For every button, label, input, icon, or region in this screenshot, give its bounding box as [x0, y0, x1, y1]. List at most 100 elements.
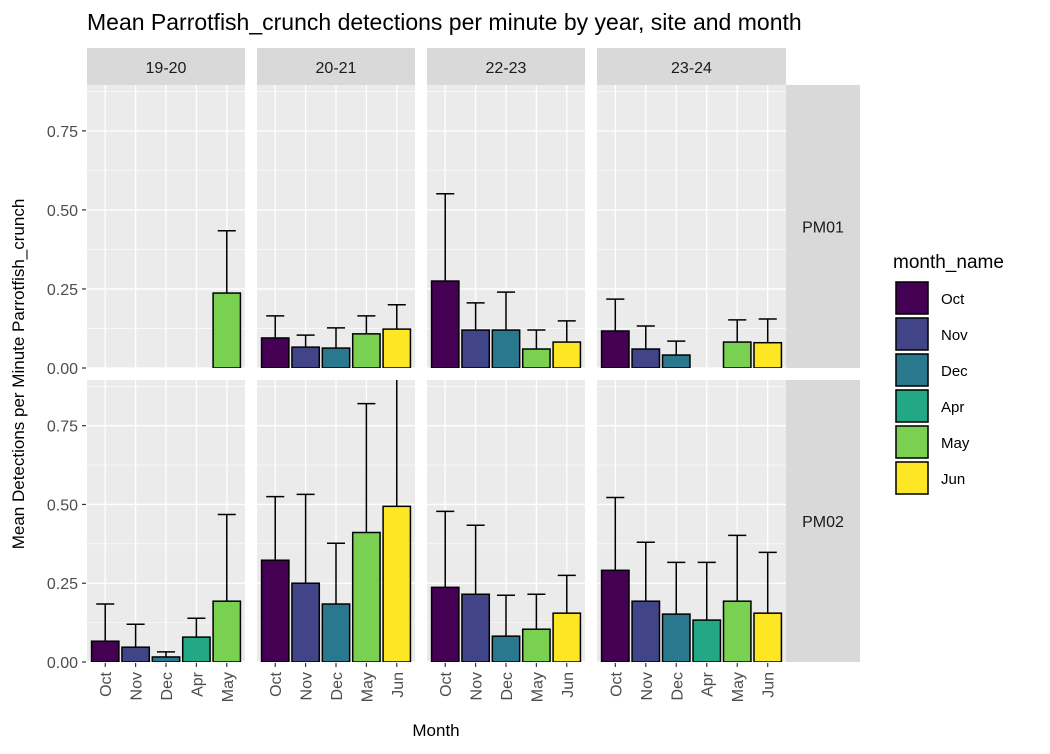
panel-PM01-23-24 [597, 85, 786, 369]
x-tick-label: May [529, 672, 546, 702]
bars [90, 513, 242, 662]
bar-Dec [491, 635, 521, 662]
panel-PM02-22-23 [427, 380, 585, 663]
y-tick-label: 0.50 [47, 497, 78, 514]
bar-Nov [291, 346, 321, 368]
legend-label: May [941, 435, 970, 452]
bars [600, 496, 783, 662]
legend-label: Dec [941, 363, 968, 380]
bar-Nov [291, 582, 321, 662]
x-tick-label: Dec [669, 672, 686, 700]
bar-Jun [552, 341, 582, 368]
bars [600, 298, 783, 368]
bar-Nov [631, 600, 661, 662]
bar-Dec [321, 347, 351, 368]
bars [430, 193, 582, 368]
bar-May [722, 600, 752, 662]
x-tick-label: Oct [608, 671, 625, 696]
panel-PM02-19-20 [87, 380, 245, 663]
bar-May [212, 292, 242, 368]
x-tick-label: Dec [329, 672, 346, 700]
legend-label: Oct [941, 291, 965, 308]
x-tick-label: Oct [98, 671, 115, 696]
y-tick-label: 0.75 [47, 419, 78, 436]
facet-strip-PM02 [786, 380, 860, 662]
legend-title: month_name [893, 252, 1004, 273]
facet-strip-22-23 [427, 48, 585, 85]
y-tick-label: 0.75 [47, 124, 78, 141]
bar-Oct [260, 559, 290, 662]
legend-key-Nov [895, 317, 929, 351]
bar-Oct [600, 330, 630, 368]
panel-PM02-23-24 [597, 380, 786, 663]
y-tick-label: 0.25 [47, 282, 78, 299]
facet-strip-label: PM01 [802, 220, 844, 237]
x-tick-label: Jun [560, 672, 577, 698]
legend-key-Dec [895, 353, 929, 387]
bar-Apr [692, 619, 722, 662]
bar-Nov [631, 348, 661, 368]
bar-Dec [661, 354, 691, 368]
y-tick-label: 0.00 [47, 655, 78, 672]
bar-Dec [661, 613, 691, 662]
legend-key-May [895, 425, 929, 459]
bar-Oct [600, 569, 630, 662]
y-tick-label: 0.25 [47, 576, 78, 593]
y-tick-label: 0.50 [47, 203, 78, 220]
bar-Dec [151, 656, 181, 662]
legend-key-Jun [895, 461, 929, 495]
bars [212, 230, 242, 368]
facet-strip-23-24 [597, 48, 786, 85]
bar-Nov [461, 593, 491, 662]
x-tick-label: Nov [639, 672, 656, 700]
panel-PM02-20-21 [257, 380, 415, 663]
legend-key-Apr [895, 389, 929, 423]
bar-May [212, 600, 242, 662]
facet-strip-label: 23-24 [671, 60, 712, 77]
x-tick-label: Oct [438, 671, 455, 696]
bar-Jun [753, 612, 783, 662]
bar-Jun [552, 612, 582, 662]
facet-strip-label: PM02 [802, 514, 844, 531]
bar-Jun [753, 341, 783, 368]
panel-PM01-22-23 [427, 85, 585, 369]
facet-strip-PM01 [786, 85, 860, 368]
bar-Jun [382, 328, 412, 368]
x-tick-label: Oct [268, 671, 285, 696]
panel-PM01-19-20 [87, 85, 245, 369]
bar-Nov [461, 329, 491, 368]
facet-strip-label: 19-20 [146, 60, 187, 77]
x-tick-label: Nov [129, 672, 146, 700]
legend-label: Nov [941, 327, 968, 344]
bar-Oct [430, 280, 460, 368]
bar-May [722, 341, 752, 368]
x-tick-label: Nov [299, 672, 316, 700]
x-tick-label: Apr [700, 671, 717, 697]
legend-key-Oct [895, 281, 929, 315]
facet-strip-19-20 [87, 48, 245, 85]
x-tick-label: Nov [469, 672, 486, 700]
bar-May [521, 628, 551, 662]
x-tick-label: Dec [159, 672, 176, 700]
y-tick-label: 0.00 [47, 361, 78, 378]
x-axis-label: Month [412, 721, 459, 740]
bar-Apr [181, 636, 211, 662]
bar-May [351, 333, 381, 368]
bars [260, 380, 412, 662]
bar-Dec [491, 329, 521, 368]
legend-label: Apr [941, 399, 964, 416]
bar-Oct [90, 640, 120, 662]
x-tick-label: May [359, 672, 376, 702]
bar-Oct [260, 337, 290, 368]
x-tick-label: May [220, 672, 237, 702]
x-tick-label: Dec [499, 672, 516, 700]
x-tick-label: May [730, 672, 747, 702]
bar-Oct [430, 586, 460, 662]
legend-label: Jun [941, 471, 965, 488]
bar-Nov [121, 646, 151, 662]
bar-May [521, 348, 551, 368]
facet-strip-20-21 [257, 48, 415, 85]
x-tick-label: Apr [189, 671, 206, 697]
